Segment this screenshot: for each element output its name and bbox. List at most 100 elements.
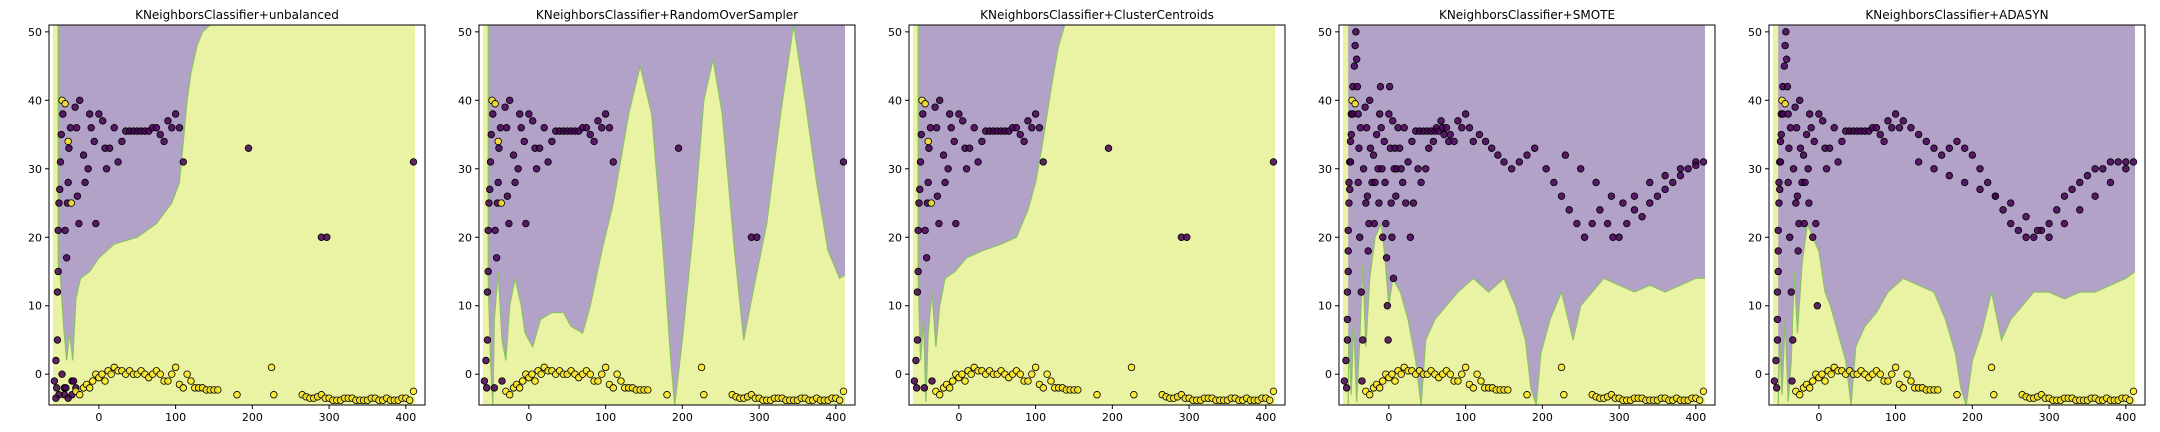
data-point xyxy=(1371,178,1379,187)
data-point xyxy=(1028,124,1036,132)
data-point xyxy=(1515,158,1524,166)
data-point xyxy=(1359,336,1367,344)
data-point xyxy=(1789,336,1797,344)
data-point xyxy=(1397,370,1405,378)
data-point xyxy=(79,151,88,159)
data-point xyxy=(1807,124,1815,132)
data-point xyxy=(2060,192,2069,200)
data-point xyxy=(1409,199,1418,207)
data-point xyxy=(1354,178,1362,187)
data-point xyxy=(1922,137,1931,146)
data-point xyxy=(1827,370,1835,378)
data-point xyxy=(1603,219,1612,228)
data-point xyxy=(1813,302,1822,310)
data-point xyxy=(1676,165,1685,173)
data-point xyxy=(1565,206,1573,214)
data-point xyxy=(1344,247,1352,255)
data-point xyxy=(1355,144,1363,152)
data-point xyxy=(1481,137,1490,146)
data-point xyxy=(491,100,499,108)
data-point xyxy=(92,219,100,228)
data-point xyxy=(1475,130,1484,139)
data-point xyxy=(62,254,71,262)
data-point xyxy=(1350,62,1359,70)
data-point xyxy=(944,165,952,173)
data-point xyxy=(1607,192,1616,200)
data-point xyxy=(1785,144,1793,152)
data-point xyxy=(503,192,512,200)
data-point xyxy=(1770,377,1779,385)
data-point xyxy=(118,137,126,146)
data-point xyxy=(2125,396,2134,404)
data-point xyxy=(490,384,499,392)
data-point xyxy=(1425,144,1433,152)
data-point xyxy=(532,165,541,173)
data-point xyxy=(1953,391,1961,399)
x-tick-label: 300 xyxy=(749,411,770,424)
data-point xyxy=(1043,370,1051,378)
data-point xyxy=(1815,110,1823,118)
data-point xyxy=(1020,137,1028,146)
data-point xyxy=(99,117,107,125)
data-point xyxy=(1784,110,1792,118)
data-point xyxy=(164,117,172,125)
data-point xyxy=(1888,370,1896,378)
data-point xyxy=(1343,336,1352,344)
data-point xyxy=(1269,158,1278,166)
data-point xyxy=(489,110,497,118)
data-point xyxy=(1414,165,1422,173)
data-point xyxy=(1365,96,1374,105)
data-point xyxy=(1676,171,1685,180)
data-point xyxy=(1780,62,1789,70)
data-point xyxy=(1450,137,1458,146)
data-point xyxy=(1692,161,1700,170)
data-point xyxy=(2014,226,2023,235)
data-point xyxy=(187,377,195,385)
data-point xyxy=(925,144,933,152)
data-point xyxy=(2030,233,2038,241)
data-point xyxy=(1404,158,1412,166)
data-point xyxy=(1782,28,1790,36)
data-point xyxy=(1356,233,1364,241)
data-point xyxy=(73,192,82,200)
data-point xyxy=(1560,391,1568,399)
axes-frame xyxy=(1768,24,2146,406)
data-point xyxy=(1945,171,1954,180)
data-point xyxy=(1884,377,1892,385)
data-point xyxy=(1394,124,1402,132)
data-point xyxy=(50,377,59,385)
data-point xyxy=(1391,377,1399,385)
data-point xyxy=(1819,117,1827,125)
data-point xyxy=(1777,130,1785,139)
data-point xyxy=(62,384,70,392)
data-point xyxy=(1362,199,1370,207)
data-point xyxy=(323,233,331,241)
plot-area xyxy=(1770,25,2138,405)
data-point xyxy=(505,96,514,105)
data-point xyxy=(961,377,969,385)
data-point xyxy=(2129,387,2138,396)
data-point xyxy=(1465,124,1474,132)
data-point xyxy=(1542,165,1550,173)
data-point xyxy=(916,158,925,166)
data-point xyxy=(601,110,610,118)
data-point xyxy=(114,158,122,166)
data-point xyxy=(1458,370,1466,378)
decision-boundary xyxy=(487,25,846,405)
data-point xyxy=(1397,165,1405,173)
data-point xyxy=(1623,219,1631,228)
data-point xyxy=(2045,219,2053,228)
data-point xyxy=(54,226,62,235)
data-point xyxy=(171,110,180,118)
data-point xyxy=(1016,130,1024,139)
data-point xyxy=(156,370,164,378)
data-point xyxy=(492,254,501,262)
data-point xyxy=(1805,110,1814,118)
data-point xyxy=(1406,233,1415,241)
data-point xyxy=(1494,151,1502,159)
data-point xyxy=(1389,117,1397,125)
data-point xyxy=(1342,384,1351,392)
data-point xyxy=(2122,158,2130,166)
data-point xyxy=(586,370,594,378)
data-point xyxy=(2060,219,2069,228)
